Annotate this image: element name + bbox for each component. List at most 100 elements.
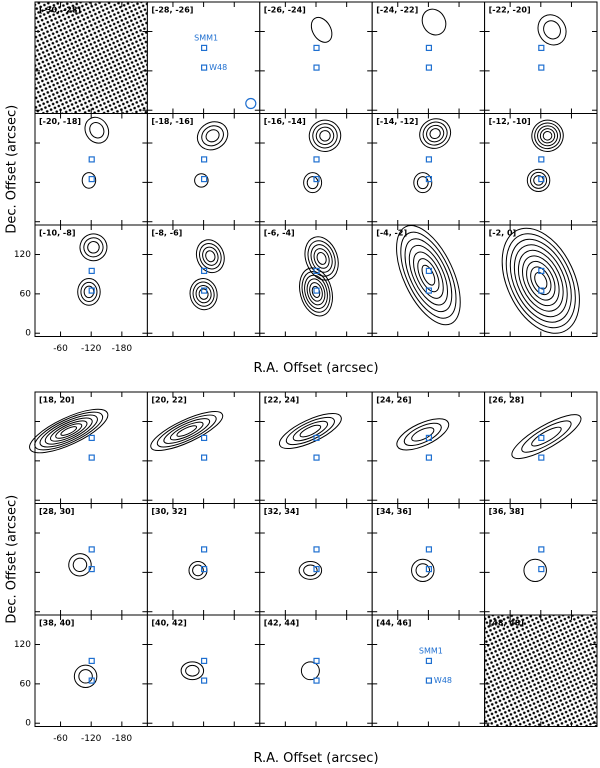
- contour: [403, 422, 442, 447]
- contour: [531, 426, 562, 447]
- panel-label: [-26, -24]: [264, 6, 306, 15]
- contour: [185, 664, 200, 677]
- contour: [396, 225, 461, 326]
- contour: [415, 563, 431, 578]
- contour: [73, 664, 98, 688]
- x-tick-label: -180: [112, 344, 133, 354]
- panel: [28, 30]: [34, 503, 148, 616]
- contour: [419, 118, 452, 149]
- contour: [513, 244, 568, 318]
- panel-frame: [146, 503, 261, 616]
- panel-frame: [371, 1, 486, 114]
- source-marker: [201, 287, 208, 294]
- contour: [310, 244, 333, 273]
- panel: [40, 42]: [146, 614, 261, 727]
- source-marker: [425, 546, 433, 553]
- source-marker: [538, 434, 545, 442]
- source-marker: [538, 565, 545, 573]
- panel: [20, 22]: [146, 391, 261, 504]
- contour: [304, 236, 339, 281]
- panel-frame: [34, 614, 148, 727]
- contour: [199, 242, 222, 270]
- source-marker: [313, 175, 320, 183]
- contour: [194, 173, 209, 188]
- source-marker: [201, 44, 208, 52]
- contour: [306, 278, 326, 306]
- contour: [196, 121, 229, 151]
- panel-label: [24, 26]: [376, 396, 411, 405]
- panel-label: [22, 24]: [264, 396, 299, 405]
- contour: [195, 284, 212, 304]
- source-marker: [201, 546, 208, 553]
- contour: [308, 119, 342, 152]
- contour: [531, 119, 564, 152]
- panel-label: [42, 44]: [264, 619, 299, 628]
- panel: [24, 26]: [371, 391, 486, 504]
- contour: [87, 241, 100, 254]
- source-marker: [313, 657, 320, 665]
- source-marker: [538, 267, 545, 275]
- panel-frame: [259, 1, 373, 114]
- contour: [539, 128, 556, 144]
- contour: [55, 423, 83, 439]
- contour: [534, 122, 561, 150]
- contour: [313, 248, 330, 269]
- source-marker: [201, 156, 208, 163]
- panel-frame: [259, 503, 373, 616]
- panel-label: [-28, -26]: [151, 6, 193, 15]
- contour: [526, 260, 556, 301]
- contour: [180, 661, 205, 681]
- panel-frame: [259, 113, 373, 226]
- contour: [309, 282, 323, 302]
- x-axis-label: R.A. Offset (arcsec): [253, 751, 378, 766]
- contour: [192, 281, 215, 307]
- x-tick-label: -120: [81, 344, 102, 354]
- contour: [83, 237, 104, 258]
- x-tick-label: -180: [112, 734, 133, 744]
- panel-label: [32, 34]: [264, 507, 299, 516]
- y-axis-label: Dec. Offset (arcsec): [5, 105, 20, 234]
- contour: [522, 255, 560, 307]
- contour: [429, 128, 441, 140]
- contour: [537, 125, 559, 147]
- contour: [192, 564, 204, 577]
- panel-label: [-22, -20]: [489, 6, 531, 15]
- source-marker: [88, 175, 95, 183]
- contour: [501, 227, 580, 334]
- contour: [169, 421, 204, 441]
- y-tick-label: 120: [14, 250, 31, 260]
- contour: [78, 669, 93, 684]
- contour: [34, 411, 104, 451]
- panel-label: [26, 28]: [489, 396, 524, 405]
- panel-label: [-4, -2]: [376, 229, 407, 238]
- panel: SMM1 W48 [-28, -26]: [146, 1, 261, 114]
- panel-frame: [146, 113, 261, 226]
- panel-frame: [371, 113, 486, 226]
- contour: [163, 418, 211, 444]
- contour: [300, 661, 320, 681]
- contour: [303, 172, 323, 194]
- source-marker: [201, 677, 208, 684]
- panel-frame: [371, 391, 486, 504]
- contour: [79, 233, 108, 262]
- source-marker: [425, 175, 433, 183]
- source-marker: [425, 44, 433, 52]
- panel: [22, 24]: [259, 391, 373, 504]
- panel-label: [-12, -10]: [489, 117, 531, 126]
- contour: [413, 172, 433, 194]
- panel-frame: [484, 503, 598, 616]
- panel: [36, 38]: [484, 503, 598, 616]
- contour: [150, 411, 224, 451]
- source-marker: [313, 64, 320, 71]
- contour: [421, 8, 447, 36]
- contour: [301, 271, 331, 313]
- y-tick-label: 60: [20, 679, 32, 689]
- contour: [517, 249, 564, 312]
- panel-frame: [34, 391, 148, 504]
- source-marker: [88, 156, 95, 163]
- panel-label: [-8, -6]: [151, 229, 182, 238]
- panel-label: [-18, -16]: [151, 117, 193, 126]
- contour: [49, 420, 88, 442]
- y-tick-label: 60: [20, 289, 32, 299]
- contour: [299, 424, 322, 438]
